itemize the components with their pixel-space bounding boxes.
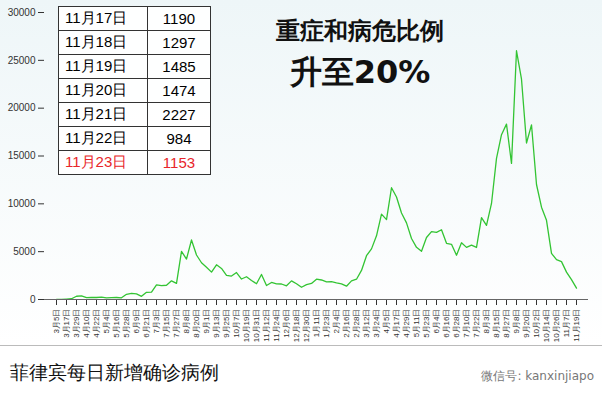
svg-text:2月4日: 2月4日 xyxy=(332,309,341,334)
svg-text:5月28日: 5月28日 xyxy=(122,309,131,338)
svg-text:10月26日: 10月26日 xyxy=(552,309,561,343)
html-text:2227: 2227 xyxy=(162,106,196,123)
svg-text:10月7日: 10月7日 xyxy=(232,309,241,338)
svg-text:7月27日: 7月27日 xyxy=(172,309,181,338)
svg-text:10月31日: 10月31日 xyxy=(252,309,261,343)
svg-text:3月17日: 3月17日 xyxy=(62,309,71,338)
svg-text:7月3日: 7月3日 xyxy=(152,309,161,334)
svg-text:2月28日: 2月28日 xyxy=(352,309,361,338)
svg-text:20000: 20000 xyxy=(8,102,36,113)
html-text:1190: 1190 xyxy=(162,10,196,27)
svg-text:11月24日: 11月24日 xyxy=(272,309,281,342)
svg-text:5月11日: 5月11日 xyxy=(412,309,421,338)
svg-text:3月24日: 3月24日 xyxy=(372,309,381,338)
svg-text:1月23日: 1月23日 xyxy=(322,309,331,338)
svg-text:12月6日: 12月6日 xyxy=(282,309,291,338)
svg-text:10月19日: 10月19日 xyxy=(242,309,251,343)
svg-text:6月16日: 6月16日 xyxy=(442,309,451,338)
html-text:11月22日: 11月22日 xyxy=(65,129,128,146)
svg-text:1月11日: 1月11日 xyxy=(312,309,321,338)
svg-text:11月19日: 11月19日 xyxy=(572,309,581,342)
svg-text:6月9日: 6月9日 xyxy=(132,309,141,334)
svg-text:6月28日: 6月28日 xyxy=(452,309,461,338)
html-text:1297: 1297 xyxy=(162,34,196,51)
html-text:11月20日: 11月20日 xyxy=(65,81,128,98)
html-text:11月23日: 11月23日 xyxy=(65,153,128,170)
svg-text:11月12日: 11月12日 xyxy=(262,309,271,342)
svg-text:8月3日: 8月3日 xyxy=(482,309,491,334)
svg-text:3月12日: 3月12日 xyxy=(362,309,371,338)
svg-text:2月16日: 2月16日 xyxy=(342,309,351,338)
svg-text:8月20日: 8月20日 xyxy=(192,309,201,338)
svg-text:7月22日: 7月22日 xyxy=(472,309,481,338)
svg-text:9月8日: 9月8日 xyxy=(512,309,521,334)
html-text:微信号: kanxinjiapo: 微信号: kanxinjiapo xyxy=(481,369,594,383)
html-text:重症和病危比例: 重症和病危比例 xyxy=(276,17,444,45)
svg-text:4月29日: 4月29日 xyxy=(402,309,411,338)
svg-text:25000: 25000 xyxy=(8,55,36,66)
html-text:984: 984 xyxy=(166,130,192,147)
svg-text:7月10日: 7月10日 xyxy=(462,309,471,338)
svg-text:9月13日: 9月13日 xyxy=(212,309,221,338)
svg-text:8月27日: 8月27日 xyxy=(502,309,511,338)
svg-text:9月20日: 9月20日 xyxy=(522,309,531,338)
svg-text:12月18日: 12月18日 xyxy=(292,309,301,343)
svg-text:5月23日: 5月23日 xyxy=(422,309,431,338)
svg-text:10000: 10000 xyxy=(8,198,36,209)
svg-text:8月8日: 8月8日 xyxy=(182,309,191,334)
svg-text:12月30日: 12月30日 xyxy=(302,309,311,343)
svg-text:9月1日: 9月1日 xyxy=(202,309,211,334)
svg-text:5月16日: 5月16日 xyxy=(112,309,121,338)
svg-text:30000: 30000 xyxy=(8,7,36,18)
html-text:菲律宾每日新增确诊病例: 菲律宾每日新增确诊病例 xyxy=(10,361,219,383)
svg-text:8月15日: 8月15日 xyxy=(492,309,501,338)
svg-text:6月4日: 6月4日 xyxy=(432,309,441,334)
svg-text:0: 0 xyxy=(30,294,36,305)
svg-text:4月5日: 4月5日 xyxy=(382,309,391,334)
svg-text:5000: 5000 xyxy=(13,246,36,257)
html-text:1153: 1153 xyxy=(162,154,196,171)
svg-text:3月29日: 3月29日 xyxy=(72,309,81,338)
svg-text:5月4日: 5月4日 xyxy=(102,309,111,334)
svg-text:3月5日: 3月5日 xyxy=(52,309,61,334)
html-text:11月21日: 11月21日 xyxy=(65,105,128,122)
svg-text:6月21日: 6月21日 xyxy=(142,309,151,338)
html-text:1474: 1474 xyxy=(162,82,196,99)
svg-text:15000: 15000 xyxy=(8,150,36,161)
svg-text:7月15日: 7月15日 xyxy=(162,309,171,338)
html-text:1485: 1485 xyxy=(162,58,196,75)
svg-text:11月7日: 11月7日 xyxy=(562,309,571,338)
svg-text:4月10日: 4月10日 xyxy=(82,309,91,338)
html-text:11月18日: 11月18日 xyxy=(65,33,128,50)
svg-text:4月22日: 4月22日 xyxy=(92,309,101,338)
html-text:11月19日: 11月19日 xyxy=(65,57,128,74)
svg-text:9月25日: 9月25日 xyxy=(222,309,231,338)
svg-text:10月2日: 10月2日 xyxy=(532,309,541,338)
svg-text:10月14日: 10月14日 xyxy=(542,309,551,343)
html-text:升至20%: 升至20% xyxy=(289,53,431,91)
html-text:11月17日: 11月17日 xyxy=(65,9,128,26)
svg-text:4月17日: 4月17日 xyxy=(392,309,401,338)
